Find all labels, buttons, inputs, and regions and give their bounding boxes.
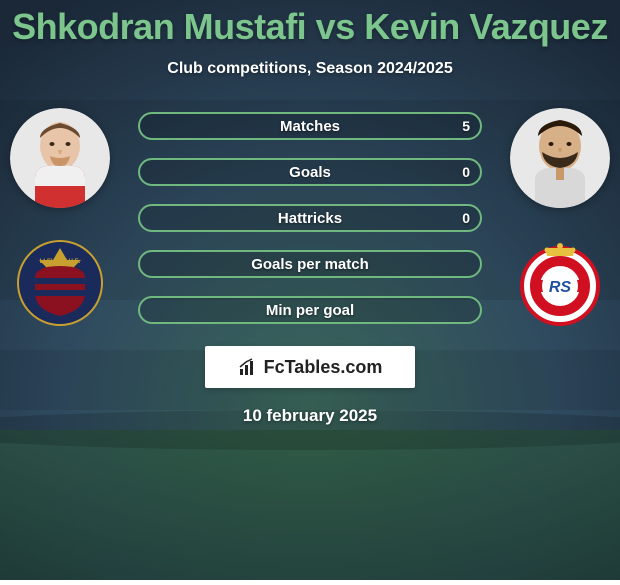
stat-pill-hattricks: Hattricks 0 — [138, 204, 482, 232]
stat-label: Min per goal — [266, 302, 354, 319]
svg-text:LLEVANT U.E.: LLEVANT U.E. — [40, 259, 81, 265]
svg-text:RS: RS — [549, 279, 572, 296]
comparison-subtitle: Club competitions, Season 2024/2025 — [0, 60, 620, 78]
stat-label: Matches — [280, 118, 340, 135]
stat-label: Hattricks — [278, 210, 342, 227]
stat-value-right: 5 — [462, 118, 470, 134]
site-logo-text: FcTables.com — [264, 357, 383, 378]
stat-pill-matches: Matches 5 — [138, 112, 482, 140]
stat-pill-min-per-goal: Min per goal — [138, 296, 482, 324]
stat-label: Goals per match — [251, 256, 369, 273]
player-left-avatar — [10, 108, 110, 208]
chart-icon — [238, 357, 258, 377]
left-column: LLEVANT U.E. — [10, 108, 110, 328]
comparison-date: 10 february 2025 — [0, 406, 620, 426]
site-logo-box: FcTables.com — [205, 346, 415, 388]
club-right-logo: RS — [515, 238, 605, 328]
player-right-avatar — [510, 108, 610, 208]
stat-value-right: 0 — [462, 210, 470, 226]
right-column: RS — [510, 108, 610, 328]
stat-label: Goals — [289, 164, 331, 181]
stat-value-right: 0 — [462, 164, 470, 180]
content-row: LLEVANT U.E. Matches 5 Goals 0 Hattricks… — [0, 108, 620, 328]
club-left-logo: LLEVANT U.E. — [15, 238, 105, 328]
stats-column: Matches 5 Goals 0 Hattricks 0 Goals per … — [110, 112, 510, 324]
comparison-infographic: Shkodran Mustafi vs Kevin Vazquez Club c… — [0, 0, 620, 580]
stat-pill-goals-per-match: Goals per match — [138, 250, 482, 278]
comparison-title: Shkodran Mustafi vs Kevin Vazquez — [0, 0, 620, 48]
stat-pill-goals: Goals 0 — [138, 158, 482, 186]
